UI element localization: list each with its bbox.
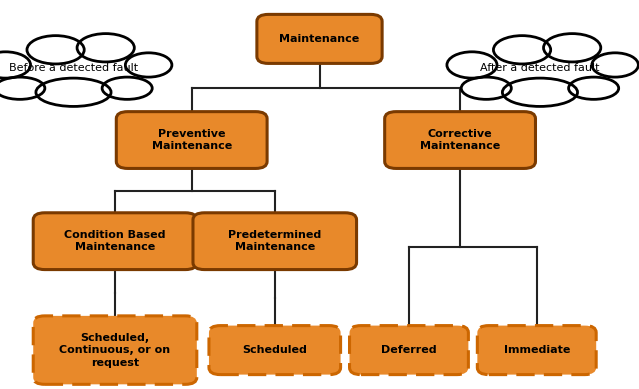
Text: Maintenance: Maintenance: [279, 34, 360, 44]
Ellipse shape: [447, 52, 497, 78]
FancyBboxPatch shape: [350, 326, 468, 375]
FancyBboxPatch shape: [193, 213, 357, 270]
Ellipse shape: [461, 77, 511, 99]
FancyBboxPatch shape: [257, 14, 382, 63]
Ellipse shape: [592, 53, 638, 77]
Text: Preventive
Maintenance: Preventive Maintenance: [151, 129, 232, 151]
Ellipse shape: [493, 36, 551, 64]
Text: Scheduled: Scheduled: [242, 345, 307, 355]
Ellipse shape: [77, 33, 134, 62]
Ellipse shape: [125, 53, 172, 77]
Ellipse shape: [569, 77, 619, 99]
Ellipse shape: [0, 77, 45, 99]
Text: Condition Based
Maintenance: Condition Based Maintenance: [65, 230, 166, 252]
FancyBboxPatch shape: [116, 112, 267, 168]
Ellipse shape: [27, 36, 84, 64]
FancyBboxPatch shape: [385, 112, 535, 168]
FancyBboxPatch shape: [33, 213, 197, 270]
Ellipse shape: [544, 33, 601, 62]
Ellipse shape: [36, 78, 111, 107]
Text: Before a detected fault: Before a detected fault: [9, 63, 138, 73]
Text: Deferred: Deferred: [381, 345, 437, 355]
Text: Scheduled,
Continuous, or on
request: Scheduled, Continuous, or on request: [59, 333, 171, 368]
Ellipse shape: [502, 78, 578, 107]
Text: After a detected fault: After a detected fault: [480, 63, 600, 73]
FancyBboxPatch shape: [209, 326, 341, 375]
FancyBboxPatch shape: [477, 326, 596, 375]
Text: Immediate: Immediate: [504, 345, 570, 355]
Ellipse shape: [0, 52, 31, 78]
FancyBboxPatch shape: [33, 316, 197, 384]
Ellipse shape: [102, 77, 152, 99]
Text: Predetermined
Maintenance: Predetermined Maintenance: [228, 230, 321, 252]
Text: Corrective
Maintenance: Corrective Maintenance: [420, 129, 500, 151]
